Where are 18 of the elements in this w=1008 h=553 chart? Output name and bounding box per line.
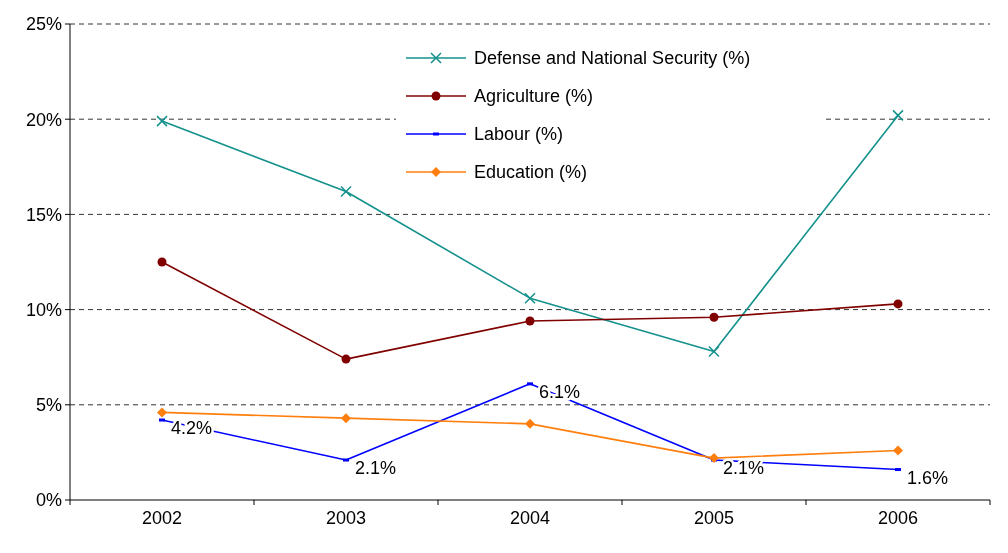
y-tick-label: 20% — [25, 109, 62, 130]
legend-label: Agriculture (%) — [474, 86, 594, 107]
data-label: 2.1% — [355, 458, 397, 479]
y-tick-label: 25% — [25, 14, 62, 35]
legend-label: Labour (%) — [474, 124, 564, 145]
legend-label: Defense and National Security (%) — [474, 48, 751, 69]
x-tick-label: 2003 — [325, 508, 367, 528]
y-tick-label: 15% — [25, 204, 62, 225]
data-label: 2.1% — [723, 458, 765, 479]
y-tick-label: 5% — [35, 395, 62, 416]
legend-label: Education (%) — [474, 162, 588, 183]
x-tick-label: 2006 — [877, 508, 919, 528]
data-label: 1.6% — [907, 467, 949, 488]
x-tick-label: 2005 — [693, 508, 735, 528]
y-tick-label: 10% — [25, 299, 62, 320]
x-tick-label: 2002 — [141, 508, 183, 528]
y-tick-label: 0% — [35, 490, 62, 511]
x-tick-label: 2004 — [509, 508, 551, 528]
